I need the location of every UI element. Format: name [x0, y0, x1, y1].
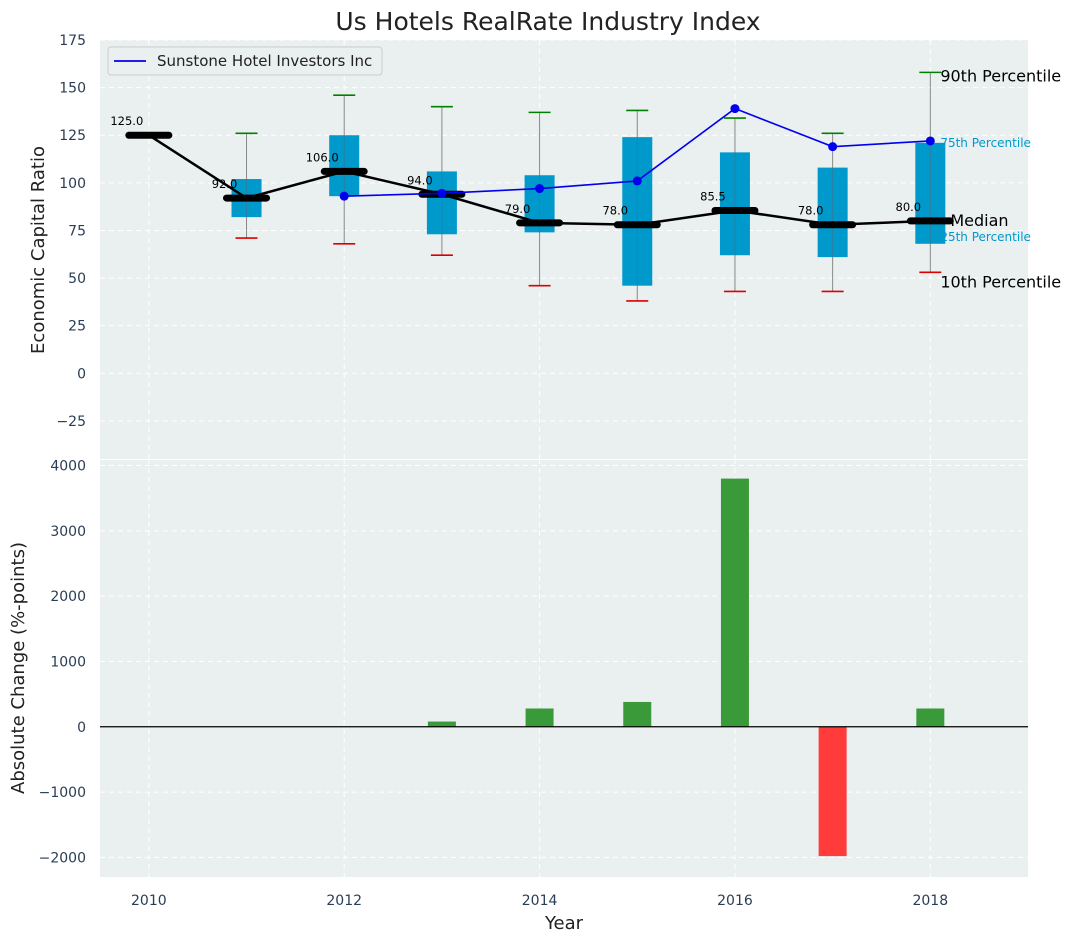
bottom-y-tick-label: −1000	[39, 785, 86, 801]
bottom-y-tick-label: 0	[77, 720, 86, 736]
change-bar	[916, 708, 945, 727]
top-plot-background	[100, 40, 1028, 459]
x-tick-label: 2016	[717, 893, 753, 909]
median-value-label: 78.0	[798, 204, 824, 218]
company-series	[339, 104, 935, 201]
chart-title: Us Hotels RealRate Industry Index	[335, 7, 760, 36]
x-tick-label: 2018	[912, 893, 948, 909]
bottom-y-axis-label: Absolute Change (%-points)	[8, 542, 29, 794]
change-bar	[623, 701, 652, 727]
top-gridlines	[100, 39, 1028, 459]
legend-label-company: Sunstone Hotel Investors Inc	[157, 52, 372, 70]
top-y-tick-label: 125	[59, 128, 86, 144]
median-value-label: 80.0	[896, 200, 922, 214]
median-value-labels: 125.0 92.0 106.0 94.0 79.0 78.0 85.5 78.0 80.0	[110, 114, 921, 218]
bar-chart-panel: −2000 −1000 0 1000 2000 3000 4000 2010 2012 2014…	[8, 459, 1028, 934]
top-y-axis-label: Economic Capital Ratio	[28, 146, 49, 354]
x-axis-label: Year	[544, 913, 584, 934]
median-value-label: 106.0	[306, 150, 339, 164]
annotation-90th-percentile: 90th Percentile	[940, 66, 1061, 85]
median-value-label: 94.0	[407, 173, 433, 187]
percentile-annotations: 90th Percentile 75th Percentile Median 2…	[940, 66, 1061, 291]
top-y-tick-label: 175	[59, 33, 86, 49]
change-bar	[427, 721, 456, 727]
bottom-y-tick-label: 1000	[50, 654, 86, 670]
legend-box	[107, 46, 383, 76]
x-tick-label: 2010	[131, 893, 167, 909]
top-y-tick-label: 100	[59, 176, 86, 192]
top-y-tick-label: 0	[77, 366, 86, 382]
change-bar	[818, 726, 847, 857]
bottom-y-tick-label: 2000	[50, 589, 86, 605]
change-bar	[720, 478, 749, 727]
bottom-plot-background	[100, 460, 1028, 877]
annotation-10th-percentile: 10th Percentile	[940, 272, 1061, 291]
annotation-25th-percentile: 25th Percentile	[940, 230, 1031, 244]
x-tick-label: 2012	[326, 893, 362, 909]
company-point	[925, 136, 935, 146]
bottom-y-tick-label: 4000	[50, 459, 86, 475]
annotation-75th-percentile: 75th Percentile	[940, 136, 1031, 150]
company-point	[437, 188, 447, 198]
top-y-tick-label: 150	[59, 81, 86, 97]
top-y-tick-label: 25	[68, 319, 86, 335]
top-y-tick-label: 75	[68, 223, 86, 239]
change-bar	[525, 708, 554, 727]
median-value-label: 78.0	[602, 204, 628, 218]
company-point	[730, 104, 740, 114]
median-value-label: 92.0	[212, 177, 238, 191]
company-point	[535, 184, 545, 194]
bottom-y-tick-label: −2000	[39, 850, 86, 866]
median-value-label: 125.0	[110, 114, 143, 128]
median-value-label: 79.0	[505, 202, 531, 216]
company-point	[632, 176, 642, 186]
top-y-tick-label: −25	[56, 414, 86, 430]
change-bars	[427, 478, 945, 857]
company-point	[828, 142, 838, 152]
bottom-y-tick-label: 3000	[50, 524, 86, 540]
median-value-label: 85.5	[700, 189, 726, 203]
top-y-tick-labels: −25 0 25 50 75 100 125 150 175	[56, 33, 86, 430]
company-point	[339, 191, 349, 201]
top-y-tick-label: 50	[68, 271, 86, 287]
legend: Sunstone Hotel Investors Inc	[107, 46, 383, 76]
x-tick-label: 2014	[522, 893, 558, 909]
x-tick-labels: 2010 2012 2014 2016 2018	[131, 893, 948, 909]
annotation-median: Median	[950, 211, 1008, 230]
bottom-y-tick-labels: −2000 −1000 0 1000 2000 3000 4000	[39, 459, 86, 867]
box-plot-panel: −25 0 25 50 75 100 125 150 175 Economic Capital …	[28, 33, 1061, 459]
